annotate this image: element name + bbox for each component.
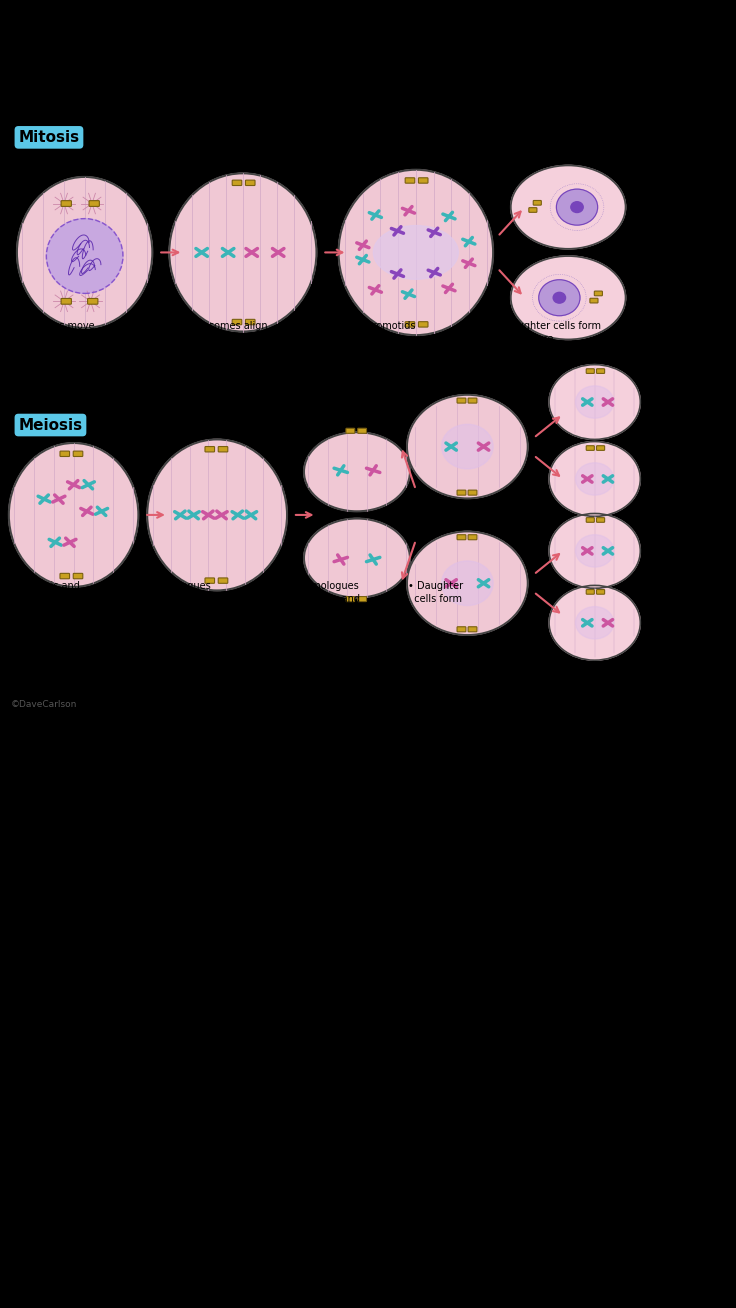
FancyBboxPatch shape (419, 322, 428, 327)
Text: • Homologues
  separate and
  move toward
  poles: • Homologues separate and move toward po… (289, 581, 359, 630)
FancyBboxPatch shape (586, 446, 595, 450)
FancyBboxPatch shape (233, 319, 241, 324)
FancyBboxPatch shape (60, 573, 69, 578)
FancyBboxPatch shape (74, 451, 83, 456)
FancyBboxPatch shape (219, 446, 228, 453)
FancyBboxPatch shape (597, 590, 605, 594)
Text: ©DaveCarlson: ©DaveCarlson (11, 701, 77, 709)
Ellipse shape (17, 177, 152, 328)
Ellipse shape (576, 535, 614, 568)
FancyBboxPatch shape (358, 596, 367, 602)
Text: • Daughter chromosomes
  separate to form gametes
• Nuclei are not genetically
 : • Daughter chromosomes separate to form … (386, 646, 520, 696)
FancyBboxPatch shape (346, 596, 355, 602)
FancyBboxPatch shape (233, 181, 241, 186)
Ellipse shape (304, 518, 410, 598)
FancyBboxPatch shape (246, 319, 255, 324)
Ellipse shape (511, 256, 626, 340)
Text: • Daughter cells form
• Nuclei are
  genetically identical
  to parent cell: • Daughter cells form • Nuclei are genet… (495, 320, 601, 370)
Text: Meiosis: Meiosis (18, 417, 82, 433)
FancyBboxPatch shape (406, 322, 415, 327)
Ellipse shape (549, 365, 640, 439)
Ellipse shape (571, 201, 583, 212)
FancyBboxPatch shape (597, 518, 605, 522)
Ellipse shape (339, 170, 493, 335)
FancyBboxPatch shape (457, 535, 466, 540)
Ellipse shape (442, 561, 493, 606)
FancyBboxPatch shape (419, 178, 428, 183)
Ellipse shape (407, 395, 528, 498)
Ellipse shape (576, 386, 614, 419)
FancyBboxPatch shape (468, 398, 477, 403)
FancyBboxPatch shape (88, 298, 98, 305)
Ellipse shape (553, 293, 565, 303)
Ellipse shape (147, 439, 287, 590)
FancyBboxPatch shape (205, 446, 215, 453)
FancyBboxPatch shape (219, 578, 228, 583)
FancyBboxPatch shape (406, 178, 415, 183)
FancyBboxPatch shape (61, 200, 71, 207)
Ellipse shape (407, 531, 528, 634)
FancyBboxPatch shape (468, 490, 477, 496)
Ellipse shape (549, 586, 640, 661)
FancyBboxPatch shape (595, 292, 602, 296)
Text: Sister chromotids
separate and move
toward poles: Sister chromotids separate and move towa… (330, 320, 425, 357)
FancyBboxPatch shape (74, 573, 83, 578)
Text: • Daughter
  cells form: • Daughter cells form (408, 581, 464, 604)
Ellipse shape (576, 463, 614, 496)
Text: • Homologues
  align along
  cell equator: • Homologues align along cell equator (141, 581, 211, 617)
Ellipse shape (304, 432, 410, 511)
Ellipse shape (9, 443, 138, 587)
FancyBboxPatch shape (89, 200, 99, 207)
FancyBboxPatch shape (586, 369, 595, 373)
Text: • Centrioles move
  toward poles
• Chromotin begins
  to form into
  chromosomes: • Centrioles move toward poles • Chromot… (6, 320, 102, 409)
Text: • Synapsis and
  crossing-over
  occurs
• Paired homologous
  chromosomes
• Nucl: • Synapsis and crossing-over occurs • Pa… (6, 581, 107, 670)
FancyBboxPatch shape (534, 200, 542, 205)
FancyBboxPatch shape (358, 428, 367, 433)
Ellipse shape (442, 424, 493, 468)
Ellipse shape (556, 190, 598, 225)
Ellipse shape (576, 607, 614, 640)
Text: Mitosis: Mitosis (18, 129, 79, 145)
Text: • Chromosomes align
  along cell equator
  to form metaphase
  plate: • Chromosomes align along cell equator t… (162, 320, 268, 370)
FancyBboxPatch shape (457, 627, 466, 632)
Ellipse shape (549, 514, 640, 589)
FancyBboxPatch shape (468, 627, 477, 632)
FancyBboxPatch shape (60, 451, 69, 456)
FancyBboxPatch shape (205, 578, 215, 583)
FancyBboxPatch shape (529, 208, 537, 212)
FancyBboxPatch shape (586, 518, 595, 522)
FancyBboxPatch shape (468, 535, 477, 540)
FancyBboxPatch shape (597, 446, 605, 450)
FancyBboxPatch shape (457, 490, 466, 496)
Ellipse shape (511, 165, 626, 249)
FancyBboxPatch shape (246, 181, 255, 186)
FancyBboxPatch shape (586, 590, 595, 594)
FancyBboxPatch shape (61, 298, 71, 305)
FancyBboxPatch shape (346, 428, 355, 433)
Ellipse shape (46, 218, 123, 293)
Ellipse shape (169, 174, 316, 331)
Ellipse shape (549, 442, 640, 517)
Ellipse shape (539, 280, 580, 315)
FancyBboxPatch shape (597, 369, 605, 373)
Ellipse shape (373, 225, 459, 280)
FancyBboxPatch shape (590, 298, 598, 303)
FancyBboxPatch shape (457, 398, 466, 403)
